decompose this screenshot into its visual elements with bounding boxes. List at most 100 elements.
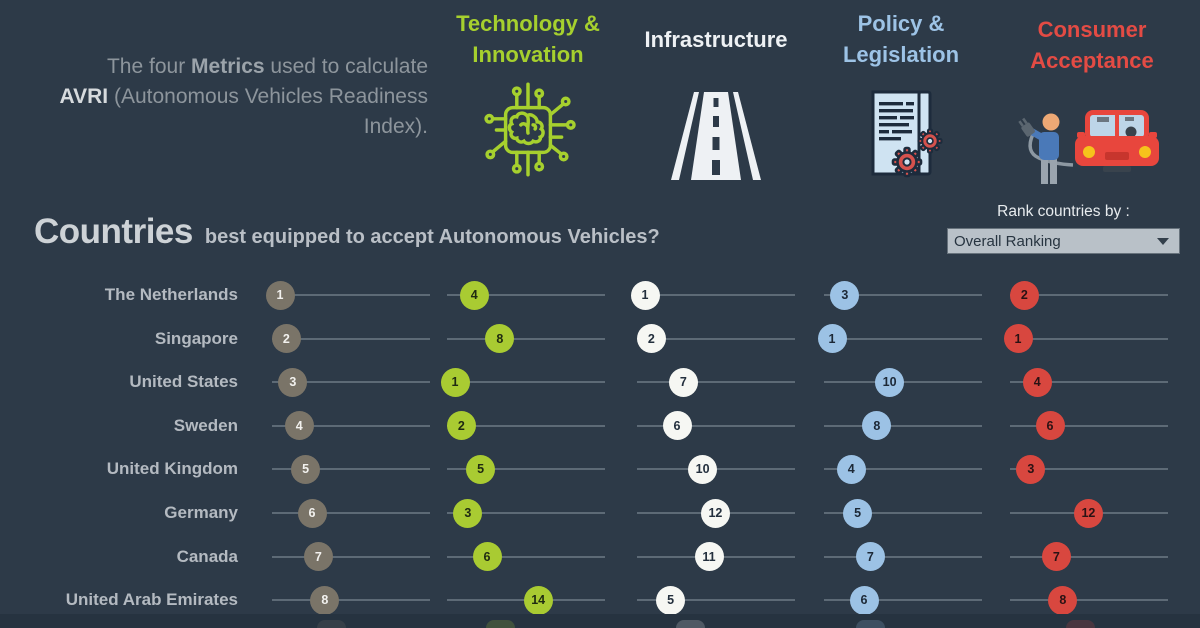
- rank-track: [1010, 599, 1168, 602]
- rank-track: [447, 337, 605, 340]
- chip-brain-icon: [484, 82, 576, 177]
- rank-track: [447, 381, 605, 384]
- rank-track: [272, 337, 430, 340]
- rank-track: [824, 294, 982, 296]
- rank-track: [637, 381, 795, 384]
- intro-line3: Index).: [363, 115, 428, 138]
- metric-technology-title: Technology & Innovation: [440, 8, 616, 70]
- rank-dot[interactable]: 6: [662, 411, 692, 441]
- rank-dot[interactable]: 3: [1016, 454, 1046, 484]
- rank-dot[interactable]: 1: [440, 367, 470, 397]
- intro-line1-pre: The four: [106, 55, 192, 78]
- rank-track: [272, 381, 430, 384]
- rank-track: [1010, 468, 1168, 471]
- country-label: Canada: [176, 546, 238, 566]
- rank-track: [637, 599, 795, 602]
- metric-technology-line1: Technology &: [456, 11, 600, 36]
- country-label: United Kingdom: [106, 459, 238, 479]
- rank-dot-partial: [1065, 620, 1095, 628]
- rank-by-dropdown[interactable]: Overall Ranking: [947, 228, 1180, 254]
- rank-dot[interactable]: 8: [310, 585, 340, 615]
- rank-dot[interactable]: 2: [446, 411, 476, 441]
- rank-dot[interactable]: 1: [265, 280, 295, 310]
- rank-dot[interactable]: 8: [485, 324, 515, 354]
- rank-dot[interactable]: 6: [849, 585, 879, 615]
- rank-dot[interactable]: 5: [843, 498, 873, 528]
- rank-track: [824, 424, 982, 427]
- country-label: The Netherlands: [104, 285, 238, 304]
- country-label: United States: [129, 372, 238, 392]
- rank-track: [272, 294, 430, 296]
- metric-consumer-line2: Acceptance: [1030, 48, 1154, 73]
- rank-track: [272, 512, 430, 514]
- rank-dot[interactable]: 3: [278, 367, 308, 397]
- rank-dot[interactable]: 10: [688, 454, 718, 484]
- rank-track: [447, 555, 605, 558]
- rank-dot[interactable]: 1: [817, 324, 847, 354]
- rank-dot-partial: [316, 620, 346, 628]
- rank-dot[interactable]: 5: [656, 585, 686, 615]
- rank-dot[interactable]: 5: [291, 454, 321, 484]
- rank-track: [447, 424, 605, 427]
- person-charging-car-icon: [1018, 110, 1159, 184]
- metric-policy-title: Policy & Legislation: [812, 8, 990, 70]
- intro-line1-post: used to calculate: [264, 55, 428, 78]
- rank-track: [824, 555, 982, 558]
- rank-dot[interactable]: 6: [472, 542, 502, 572]
- rank-dot[interactable]: 10: [875, 367, 905, 397]
- rank-dot[interactable]: 8: [1048, 585, 1078, 615]
- metric-infrastructure-title: Infrastructure: [622, 8, 810, 55]
- rank-dot[interactable]: 6: [297, 498, 327, 528]
- intro-text: The four Metrics used to calculate AVRI …: [30, 52, 428, 142]
- rank-dot[interactable]: 8: [862, 411, 892, 441]
- metric-technology-innovation: Technology & Innovation: [440, 8, 616, 190]
- rank-dot[interactable]: 7: [303, 542, 333, 572]
- rank-track: [637, 424, 795, 427]
- metric-infrastructure: Infrastructure: [622, 8, 810, 190]
- intro-avri-word: AVRI: [59, 85, 109, 108]
- rank-track: [447, 294, 605, 296]
- rank-dot[interactable]: 7: [1041, 542, 1071, 572]
- metric-technology-line2: Innovation: [472, 42, 584, 67]
- rank-dot[interactable]: 4: [284, 411, 314, 441]
- rank-dot[interactable]: 4: [459, 280, 489, 310]
- rank-dot[interactable]: 2: [636, 324, 666, 354]
- rank-track: [1010, 555, 1168, 558]
- metric-policy-line2: Legislation: [842, 42, 960, 67]
- rank-dot[interactable]: 7: [668, 367, 698, 397]
- rank-dot[interactable]: 4: [836, 454, 866, 484]
- country-label: United Arab Emirates: [65, 590, 238, 610]
- rank-track: [637, 294, 795, 296]
- rank-dot[interactable]: 4: [1022, 367, 1052, 397]
- rank-track: [272, 555, 430, 558]
- rank-dot[interactable]: 2: [1009, 280, 1039, 310]
- road-icon: [671, 92, 761, 180]
- rank-by-dropdown-value: Overall Ranking: [954, 232, 1061, 250]
- rank-dot[interactable]: 5: [466, 454, 496, 484]
- rank-dot[interactable]: 12: [1073, 498, 1103, 528]
- rank-dot-partial: [485, 620, 515, 628]
- rank-track: [1010, 381, 1168, 384]
- rank-dot[interactable]: 1: [1003, 324, 1033, 354]
- rank-dot[interactable]: 3: [453, 498, 483, 528]
- rank-dot[interactable]: 6: [1035, 411, 1065, 441]
- rank-dot[interactable]: 7: [855, 542, 885, 572]
- rank-dot[interactable]: 12: [700, 498, 730, 528]
- rank-track: [637, 337, 795, 340]
- rank-dot[interactable]: 1: [630, 280, 660, 310]
- country-label: Sweden: [173, 415, 238, 435]
- chevron-down-icon: [1157, 237, 1169, 245]
- intro-line2-post: (Autonomous Vehicles Readiness: [108, 85, 428, 108]
- page-title: Countries: [34, 212, 193, 251]
- rank-dot[interactable]: 11: [694, 542, 724, 572]
- rank-dot[interactable]: 3: [830, 280, 860, 310]
- rank-dot[interactable]: 14: [523, 585, 553, 615]
- rank-track: [1010, 337, 1168, 340]
- rank-dot[interactable]: 2: [271, 324, 301, 354]
- rank-track: [1010, 294, 1168, 296]
- metric-policy-line1: Policy &: [857, 11, 945, 36]
- intro-metrics-word: Metrics: [191, 55, 265, 78]
- rank-track: [824, 512, 982, 514]
- rank-track: [824, 599, 982, 602]
